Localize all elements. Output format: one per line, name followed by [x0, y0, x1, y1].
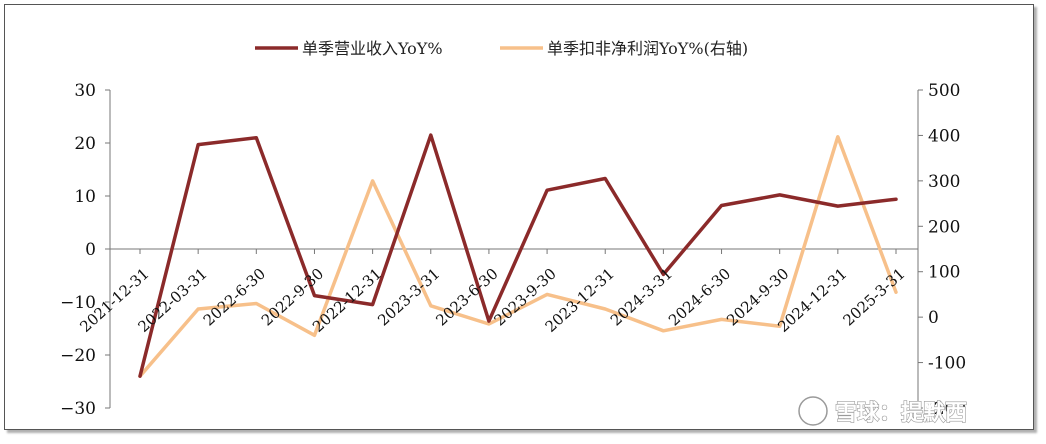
y-left-tick-label: 20 — [74, 134, 96, 154]
legend-label-revenue: 单季营业收入YoY% — [302, 39, 443, 58]
x-tick-label: 2024-3-31 — [607, 265, 676, 330]
watermark: 雪球：提默西 — [798, 396, 968, 427]
y-right-tick-label: 500 — [928, 81, 960, 101]
chart-frame — [4, 4, 1034, 430]
y-left-tick-label: 0 — [85, 240, 96, 260]
y-left-tick-label: −10 — [60, 293, 96, 313]
y-right-tick-label: 100 — [928, 263, 960, 283]
y-left-tick-label: 10 — [74, 187, 96, 207]
x-tick-labels: 2021-12-312022-03-312022-6-302022-9-3020… — [76, 265, 908, 336]
legend: 单季营业收入YoY% 单季扣非净利润YoY%(右轴) — [255, 39, 748, 58]
y-right-tick-label: 400 — [928, 126, 960, 146]
x-tick-label: 2022-6-30 — [200, 265, 269, 330]
y-right-tick-label: 0 — [928, 308, 939, 328]
legend-label-profit: 单季扣非净利润YoY%(右轴) — [547, 39, 748, 58]
series-line-revenue — [138, 133, 898, 378]
y-left-tick-label: 30 — [74, 81, 96, 101]
axes: −30 −20 −10 0 10 20 30 -200 -100 0 100 200 300 400 500 — [60, 81, 966, 419]
y-right-tick-label: 200 — [928, 217, 960, 237]
y-left-tick-label: −30 — [60, 399, 96, 419]
y-right-tick-label: 300 — [928, 172, 960, 192]
series-lines — [138, 133, 898, 378]
watermark-logo-icon — [798, 396, 828, 426]
watermark-text: 雪球：提默西 — [835, 400, 967, 426]
x-tick-label: 2025-3-31 — [839, 265, 908, 330]
y-right-tick-label: -200 — [928, 399, 966, 419]
series-line-profit — [138, 135, 898, 378]
y-left-tick-label: −20 — [60, 346, 96, 366]
y-right-tick-label: -100 — [928, 354, 966, 374]
